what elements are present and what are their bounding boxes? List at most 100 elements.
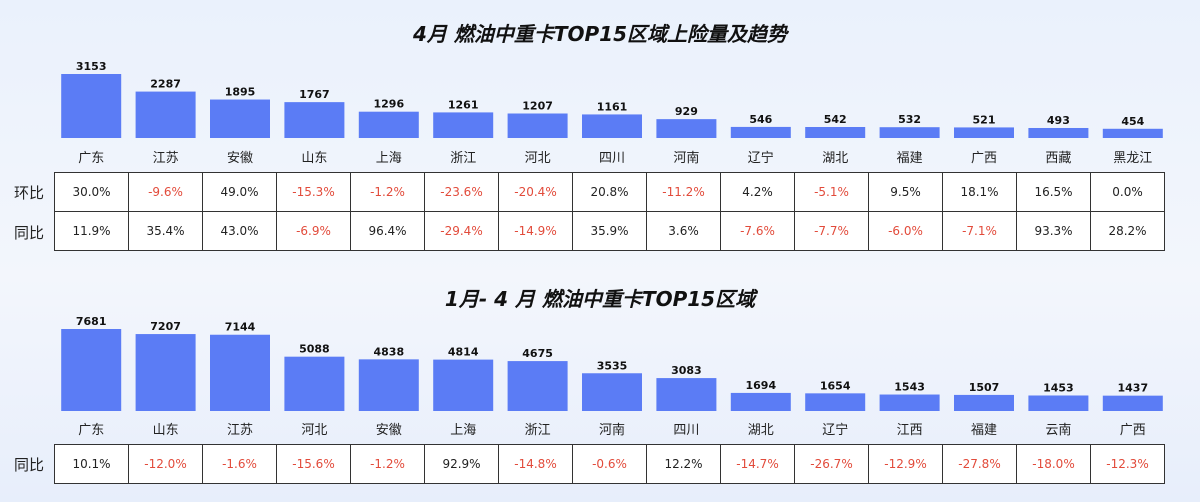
chart2-bar: [210, 334, 270, 411]
chart1-bar: [805, 126, 866, 138]
table2-cell: -12.3%: [1090, 444, 1165, 484]
chart2-category-label: 湖北: [748, 423, 774, 438]
chart2-value-label: 1437: [1117, 382, 1148, 395]
chart1-category-label: 广西: [971, 151, 997, 166]
chart2-bar: [879, 394, 940, 411]
table2-cell: -26.7%: [794, 444, 869, 484]
table1-cell: -9.6%: [128, 172, 203, 212]
chart2-value-label: 1453: [1043, 381, 1074, 394]
chart2-category-label: 辽宁: [822, 422, 848, 438]
chart2-bar: [805, 393, 866, 411]
table2-cell: -1.6%: [202, 444, 277, 484]
table1-cell: -7.6%: [720, 211, 795, 251]
chart1-value-label: 454: [1121, 115, 1144, 128]
table1-row: 30.0% -9.6% 49.0% -15.3% -1.2% -23.6% -20.4% 20…: [54, 172, 1165, 212]
chart1-value-label: 2287: [150, 78, 181, 91]
table1-cell: 43.0%: [202, 211, 277, 251]
chart2-bar: [656, 378, 717, 411]
table1-cell: 35.9%: [572, 211, 647, 251]
table2-cell: -0.6%: [572, 444, 647, 484]
table2-row1-label: 同比: [14, 456, 45, 474]
chart2-category-label: 广西: [1120, 423, 1146, 438]
chart2-category-label: 浙江: [525, 423, 551, 438]
chart2-value-label: 7681: [76, 315, 107, 328]
chart1-bar: [1028, 127, 1089, 138]
table1-cell: 18.1%: [942, 172, 1017, 212]
table2-cell: 12.2%: [646, 444, 721, 484]
table2-cell: -18.0%: [1016, 444, 1091, 484]
chart1-value-label: 929: [675, 105, 698, 118]
chart1-bar: [210, 99, 270, 138]
chart2-bars: 7681 广东 7207 山东 7144 江苏 5088 河北 4838 安徽 4814 上海 4675…: [61, 315, 1163, 438]
table1-cell: -6.0%: [868, 211, 943, 251]
table1-cell: 16.5%: [1016, 172, 1091, 212]
chart2-category-label: 河南: [599, 422, 625, 438]
chart2-value-label: 4838: [373, 345, 404, 358]
table1-cell: -5.1%: [794, 172, 869, 212]
table2-cell: -12.9%: [868, 444, 943, 484]
chart1-bar: [433, 112, 494, 138]
chart2-bar: [1102, 395, 1163, 411]
table2-row: 10.1% -12.0% -1.6% -15.6% -1.2% 92.9% -14.8% -0…: [54, 444, 1165, 484]
chart2-bar: [582, 373, 642, 411]
chart2-value-label: 5088: [299, 343, 330, 356]
chart1-value-label: 1895: [225, 86, 256, 99]
table2-cell: -1.2%: [350, 444, 425, 484]
chart2-bar: [730, 392, 791, 411]
table1-cell: 20.8%: [572, 172, 647, 212]
table1-cell: -6.9%: [276, 211, 351, 251]
chart1-value-label: 1261: [448, 98, 479, 111]
chart2-category-label: 云南: [1045, 422, 1071, 438]
chart1-title: 4月 燃油中重卡TOP15区域上险量及趋势: [412, 22, 787, 46]
table2-cell: -15.6%: [276, 444, 351, 484]
chart2-value-label: 7144: [225, 321, 256, 334]
chart1-bar: [1102, 128, 1163, 138]
chart2-value-label: 1507: [969, 381, 1000, 394]
chart1-value-label: 546: [749, 113, 772, 126]
table2-cell: -27.8%: [942, 444, 1017, 484]
chart1-category-label: 山东: [301, 151, 327, 166]
chart2-value-label: 1654: [820, 379, 851, 392]
chart2-value-label: 3535: [597, 359, 628, 372]
chart1-category-label: 西藏: [1045, 151, 1071, 166]
chart2-category-label: 河北: [301, 423, 327, 438]
chart2-category-label: 山东: [153, 423, 179, 438]
chart1-value-label: 493: [1047, 114, 1070, 127]
chart2-bar: [954, 394, 1014, 411]
chart1-bar: [358, 111, 419, 138]
table1-cell: 11.9%: [54, 211, 129, 251]
chart2-bar: [358, 359, 419, 411]
chart1-value-label: 542: [824, 113, 847, 126]
chart1-bar: [954, 127, 1014, 138]
table1-row1-label: 环比: [14, 184, 45, 202]
table2-cell: 10.1%: [54, 444, 129, 484]
table1-cell: -14.9%: [498, 211, 573, 251]
table1-cell: 96.4%: [350, 211, 425, 251]
chart1-bar: [507, 113, 568, 138]
chart1-category-label: 安徽: [227, 151, 253, 166]
table1-cell: 0.0%: [1090, 172, 1165, 212]
table1-row2-label: 同比: [14, 224, 45, 242]
chart1-value-label: 532: [898, 113, 921, 126]
table1-cell: 9.5%: [868, 172, 943, 212]
table1-cell: -29.4%: [424, 211, 499, 251]
chart2-title: 1月- 4 月 燃油中重卡TOP15区域: [444, 287, 756, 311]
chart1-category-label: 湖北: [822, 151, 848, 166]
chart2-category-label: 四川: [673, 423, 699, 438]
chart1-category-label: 河南: [673, 150, 699, 166]
chart1-category-label: 上海: [376, 151, 402, 166]
chart2-value-label: 1694: [745, 379, 776, 392]
chart1-bar: [656, 119, 717, 138]
chart1-category-label: 辽宁: [748, 150, 774, 166]
chart2-bar: [507, 361, 568, 411]
chart1-value-label: 3153: [76, 60, 107, 73]
chart2-metrics-table: 10.1% -12.0% -1.6% -15.6% -1.2% 92.9% -14.8% -0…: [54, 444, 1165, 484]
chart2-category-label: 福建: [971, 423, 997, 438]
chart2-bar: [284, 356, 345, 411]
chart2-category-label: 江苏: [227, 422, 253, 438]
chart1-bar: [135, 91, 196, 138]
chart1-value-label: 1207: [522, 100, 553, 113]
chart1-bar: [61, 74, 122, 138]
table2-cell: 92.9%: [424, 444, 499, 484]
